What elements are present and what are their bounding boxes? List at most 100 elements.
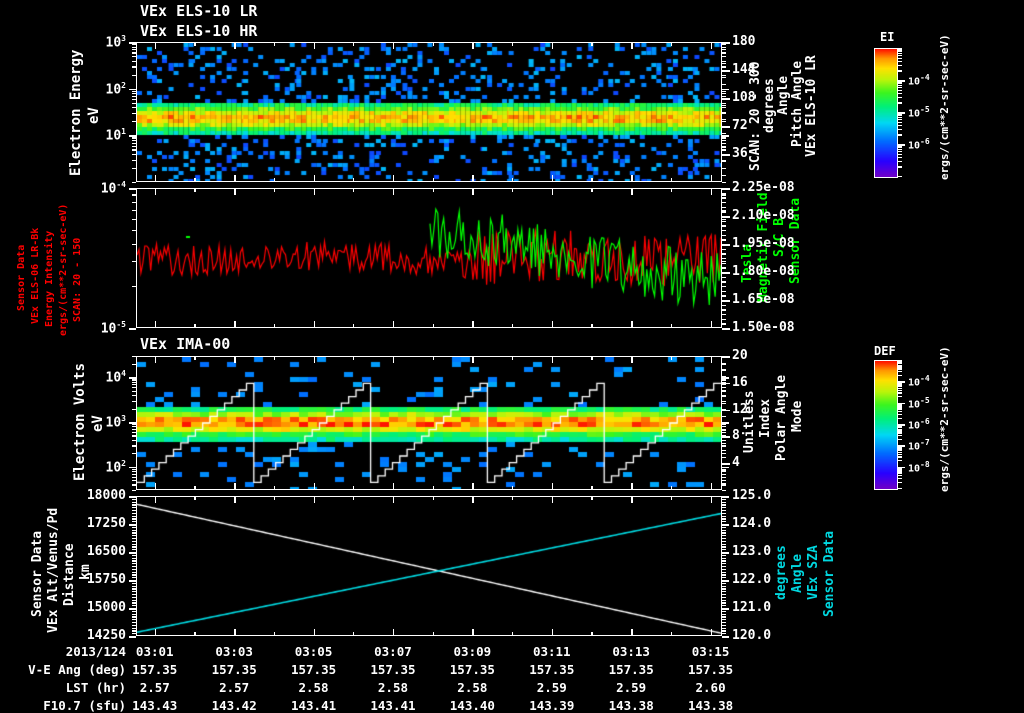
y-tick-label-right: 20 — [732, 348, 748, 363]
tick-minor-right — [722, 387, 726, 389]
tick-minor-right — [722, 281, 726, 283]
tick-minor-right — [722, 194, 726, 196]
colorbar-minor-tick — [898, 475, 902, 477]
colorbar-minor-tick — [898, 89, 902, 91]
tick-minor-right — [722, 389, 726, 391]
panel-ima-spectrogram[interactable] — [136, 356, 722, 490]
colorbar-ima[interactable] — [874, 360, 898, 490]
panel3-left-axis-label: Electron Volts — [72, 363, 88, 482]
tick-minor-right — [722, 60, 726, 62]
colorbar-els[interactable] — [874, 48, 898, 178]
bottom-cell: 03:13 — [612, 644, 650, 659]
tick-minor-right — [722, 91, 726, 93]
tick-minor-right — [722, 490, 726, 492]
panel3-right-unit: Unitless — [742, 390, 757, 454]
tick-minor-right — [722, 49, 726, 51]
tick-major-right — [722, 409, 730, 412]
colorbar-minor-tick — [898, 424, 902, 426]
tick-minor-right — [722, 230, 726, 232]
colorbar-minor-tick — [898, 81, 902, 83]
colorbar-tick-label: 10-8 — [908, 459, 930, 474]
colorbar-minor-tick — [898, 469, 902, 472]
colorbar-minor-tick — [898, 387, 902, 389]
tick-minor-right — [722, 153, 726, 156]
colorbar-minor-tick — [898, 113, 902, 115]
colorbar-minor-tick — [898, 112, 902, 114]
bottom-cell: 2.57 — [219, 680, 250, 695]
tick-minor-right — [722, 88, 726, 90]
panel1-title-lr: VEx ELS-10 LR — [140, 2, 258, 20]
bottom-cell: 03:15 — [691, 644, 730, 659]
tick-minor-right — [722, 402, 726, 405]
colorbar-minor-tick — [898, 116, 902, 119]
tick-major-left — [129, 135, 136, 137]
tick-minor-right — [722, 202, 726, 204]
tick-major-right — [722, 496, 729, 498]
tick-minor-right — [722, 159, 726, 161]
colorbar-minor-tick — [898, 424, 902, 427]
tick-minor-right — [722, 42, 726, 44]
tick-minor-right — [722, 376, 726, 378]
tick-minor-right — [722, 95, 726, 98]
tick-minor-right — [722, 443, 726, 445]
tick-minor-right — [722, 135, 726, 137]
colorbar-minor-tick — [898, 403, 902, 405]
tick-minor-right — [722, 168, 726, 170]
tick-minor-right — [722, 627, 726, 629]
colorbar1-unit-label: ergs/(cm**2-sr-sec-eV) — [938, 34, 951, 180]
tick-major-right — [722, 636, 729, 638]
colorbar-tick — [898, 381, 905, 383]
panel-els-spectrogram[interactable] — [136, 42, 722, 182]
tick-minor-right — [722, 286, 726, 288]
colorbar-tick — [898, 402, 905, 405]
tick-minor-right — [722, 439, 726, 441]
tick-minor-right — [722, 99, 726, 101]
tick-minor-right — [722, 524, 726, 526]
tick-minor-right — [722, 624, 726, 626]
tick-major-right — [722, 70, 730, 72]
colorbar-minor-tick — [898, 52, 902, 55]
panel-magnetic-field[interactable] — [136, 188, 722, 328]
colorbar-minor-tick — [898, 446, 902, 448]
panel1-right-axis-unit: degrees — [762, 78, 777, 134]
panel-altitude-sza[interactable] — [136, 496, 722, 636]
colorbar-minor-tick — [898, 396, 902, 398]
tick-minor-right — [722, 602, 726, 604]
tick-major-left — [129, 42, 136, 44]
colorbar-minor-tick — [898, 383, 902, 385]
tick-minor-right — [722, 77, 726, 79]
colorbar-minor-tick — [898, 430, 902, 432]
panel1-right-axis-scan: SCAN: 20 - 300 — [748, 61, 763, 171]
colorbar-tick-label: 10-6 — [908, 137, 930, 152]
bottom-cell: 143.40 — [449, 698, 495, 713]
colorbar-tick — [898, 466, 905, 469]
tick-minor-right — [722, 476, 726, 478]
tick-minor-right — [722, 369, 726, 371]
bottom-cell: 03:03 — [215, 644, 253, 659]
colorbar-minor-tick — [898, 144, 902, 146]
tick-minor-right — [722, 546, 726, 548]
colorbar-minor-tick — [898, 386, 902, 388]
tick-minor-right — [722, 137, 726, 139]
colorbar-minor-tick — [898, 374, 902, 377]
bottom-cell: 2.59 — [536, 680, 567, 695]
tick-minor-right — [722, 309, 726, 311]
colorbar-minor-tick — [898, 450, 902, 452]
tick-major-right — [722, 88, 729, 91]
panel2-left-scan: SCAN: 20 - 150 — [72, 237, 83, 323]
tick-minor-right — [722, 580, 726, 582]
panel1-left-axis-label: Electron Energy — [68, 49, 84, 177]
tick-minor-right — [722, 421, 726, 424]
colorbar-tick-label: 10-5 — [908, 395, 930, 410]
tick-major-right — [722, 272, 730, 274]
tick-minor-right — [722, 192, 726, 194]
colorbar-tick-label: 10-4 — [908, 73, 930, 88]
tick-minor-right — [722, 518, 726, 520]
tick-major-right — [722, 421, 729, 424]
tick-minor-right — [722, 424, 726, 426]
panel2-right-sensor-data: Sensor Data — [788, 197, 803, 285]
tick-minor-right — [722, 201, 726, 203]
tick-major-right — [722, 463, 730, 465]
tick-minor-right — [722, 93, 726, 95]
